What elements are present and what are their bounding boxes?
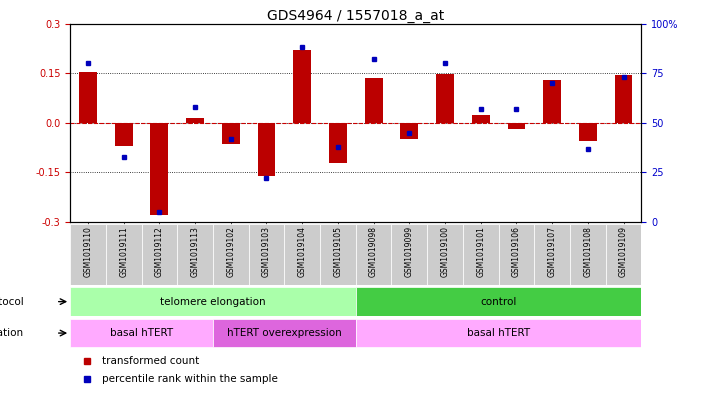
Bar [70, 224, 106, 285]
Text: basal hTERT: basal hTERT [467, 328, 530, 338]
Bar [615, 75, 632, 123]
Bar [213, 319, 355, 347]
Bar [365, 78, 383, 123]
Bar [115, 123, 132, 146]
Bar [570, 224, 606, 285]
Bar [70, 319, 213, 347]
Bar [355, 319, 641, 347]
Bar [355, 287, 641, 316]
Text: telomere elongation: telomere elongation [160, 297, 266, 307]
Bar [320, 224, 355, 285]
Text: basal hTERT: basal hTERT [110, 328, 173, 338]
Text: GSM1019109: GSM1019109 [619, 226, 628, 277]
Text: GSM1019101: GSM1019101 [476, 226, 485, 277]
Text: GSM1019108: GSM1019108 [583, 226, 592, 277]
Bar [463, 224, 498, 285]
Bar [70, 287, 355, 316]
Title: GDS4964 / 1557018_a_at: GDS4964 / 1557018_a_at [267, 9, 444, 22]
Text: protocol: protocol [0, 297, 24, 307]
Bar [472, 114, 490, 123]
Bar [579, 123, 597, 141]
Bar [177, 224, 213, 285]
Bar [534, 224, 570, 285]
Text: GSM1019100: GSM1019100 [440, 226, 449, 277]
Text: GSM1019104: GSM1019104 [298, 226, 307, 277]
Bar [257, 123, 275, 176]
Bar [213, 224, 249, 285]
Bar [606, 224, 641, 285]
Bar [355, 224, 391, 285]
Bar [285, 224, 320, 285]
Bar [106, 224, 142, 285]
Bar [186, 118, 204, 123]
Text: transformed count: transformed count [102, 356, 199, 367]
Text: genotype/variation: genotype/variation [0, 328, 24, 338]
Text: GSM1019110: GSM1019110 [83, 226, 93, 277]
Text: GSM1019105: GSM1019105 [334, 226, 342, 277]
Text: GSM1019111: GSM1019111 [119, 226, 128, 277]
Bar [142, 224, 177, 285]
Text: GSM1019098: GSM1019098 [369, 226, 378, 277]
Bar [508, 123, 525, 129]
Bar [400, 123, 418, 140]
Bar [293, 50, 311, 123]
Text: percentile rank within the sample: percentile rank within the sample [102, 374, 278, 384]
Text: GSM1019112: GSM1019112 [155, 226, 164, 277]
Text: GSM1019106: GSM1019106 [512, 226, 521, 277]
Bar [498, 224, 534, 285]
Text: GSM1019113: GSM1019113 [191, 226, 200, 277]
Bar [79, 72, 97, 123]
Bar [391, 224, 427, 285]
Bar [436, 74, 454, 123]
Text: GSM1019103: GSM1019103 [262, 226, 271, 277]
Bar [543, 80, 561, 123]
Bar [249, 224, 285, 285]
Text: control: control [480, 297, 517, 307]
Bar [427, 224, 463, 285]
Text: hTERT overexpression: hTERT overexpression [227, 328, 341, 338]
Text: GSM1019107: GSM1019107 [547, 226, 557, 277]
Text: GSM1019102: GSM1019102 [226, 226, 236, 277]
Bar [151, 123, 168, 215]
Bar [329, 123, 347, 162]
Bar [222, 123, 240, 144]
Text: GSM1019099: GSM1019099 [404, 226, 414, 277]
